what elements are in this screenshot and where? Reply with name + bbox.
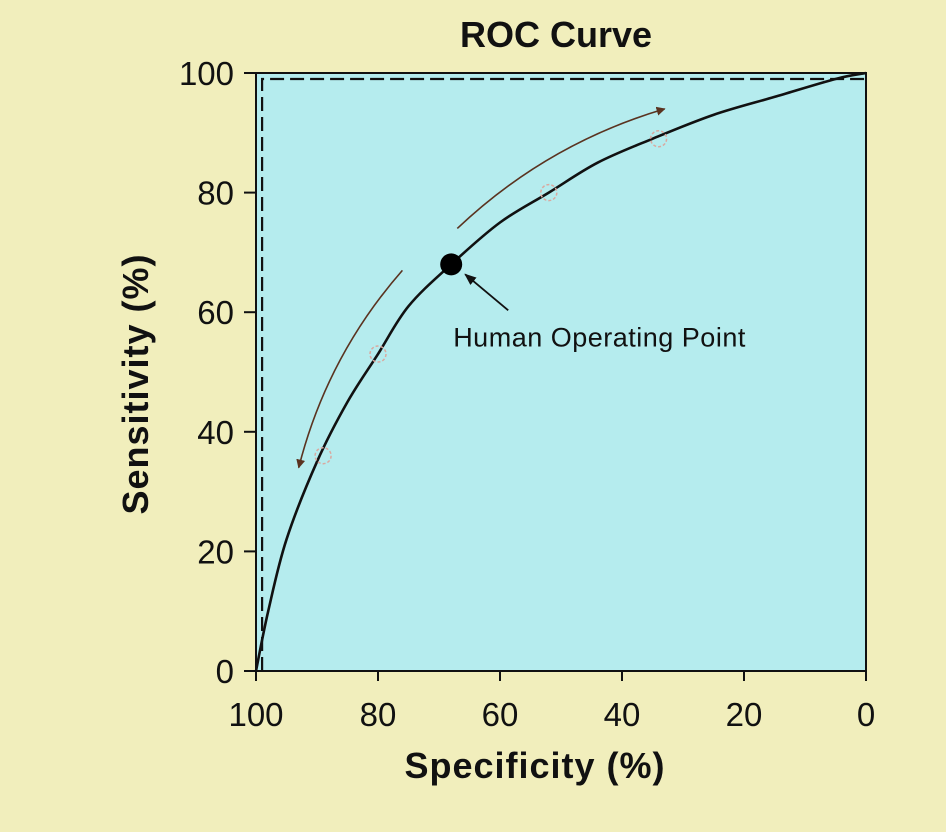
x-tick-label: 100 [228, 696, 283, 733]
arrow-layer [296, 106, 666, 469]
x-tick-label: 20 [726, 696, 763, 733]
curve-marker [540, 183, 558, 202]
roc-curve-line [254, 71, 867, 672]
y-tick-label: 60 [197, 294, 234, 331]
y-tick-label: 100 [179, 55, 234, 92]
y-tick-label: 40 [197, 414, 234, 451]
y-tick-label: 0 [216, 653, 234, 690]
arrow-toward-lower-specificity [456, 106, 666, 230]
x-tick-label: 80 [360, 696, 397, 733]
x-tick-label: 0 [857, 696, 875, 733]
y-tick-label: 20 [197, 533, 234, 570]
y-tick-label: 80 [197, 175, 234, 212]
curve-marker [649, 130, 668, 148]
chart-title: ROC Curve [460, 14, 652, 55]
curve-marker [314, 446, 332, 465]
human-operating-point-label: Human Operating Point [453, 322, 746, 352]
marker-layer [314, 130, 668, 465]
curve-marker [369, 345, 387, 363]
y-axis-label: Sensitivity (%) [115, 253, 156, 514]
operating-point-dot [440, 253, 463, 276]
annotation-layer: Human Operating Point [453, 273, 746, 352]
annotation-pointer [464, 273, 509, 312]
ideal-test-dashed-line [261, 77, 866, 671]
x-tick-label: 60 [482, 696, 519, 733]
axis-ticks: 100 80 60 40 20 0 0 20 40 60 80 100 [179, 55, 875, 733]
x-axis-label: Specificity (%) [404, 745, 665, 786]
series-layer [254, 71, 867, 672]
plot-area [255, 72, 867, 672]
arrow-toward-sensitivity [296, 269, 404, 469]
x-tick-label: 40 [604, 696, 641, 733]
